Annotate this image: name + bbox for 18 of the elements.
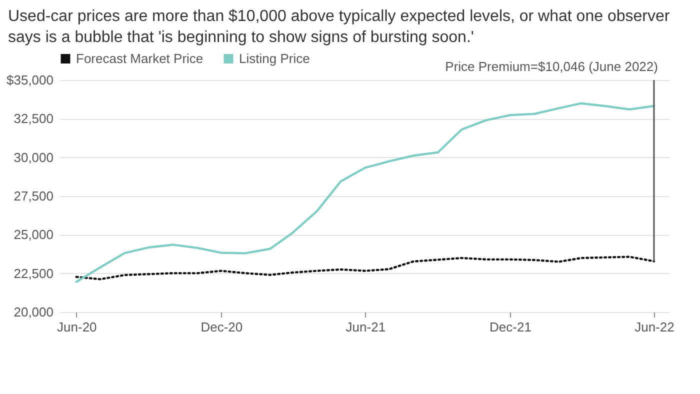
x-tick-label: Jun-20: [57, 320, 97, 334]
x-tick-label: Jun-22: [634, 320, 674, 334]
y-tick-label: 30,000: [14, 150, 54, 165]
x-tick-label: Dec-21: [490, 320, 532, 334]
x-tick-label: Dec-20: [200, 320, 243, 334]
y-tick-label: $35,000: [6, 72, 54, 88]
y-tick-label: 20,000: [14, 304, 54, 320]
chart-title: Used-car prices are more than $10,000 above typically expected levels, or what one observer says is a bubble that 'is beginning to show signs of bursting soon.': [7, 7, 671, 48]
line-series: [75, 102, 656, 283]
y-tick-label: 22,500: [14, 266, 54, 281]
ref-line-label: Price Premium=$10,046 (June 2022): [445, 59, 658, 74]
x-tick-label: Jun-21: [346, 320, 386, 334]
y-tick-label: 32,500: [14, 111, 54, 126]
line-series: [75, 256, 656, 280]
y-tick-label: 27,500: [14, 188, 54, 204]
legend-label: Listing Price: [239, 50, 310, 66]
legend-label: Forecast Market Price: [76, 50, 204, 66]
y-tick-label: 25,000: [14, 227, 54, 242]
